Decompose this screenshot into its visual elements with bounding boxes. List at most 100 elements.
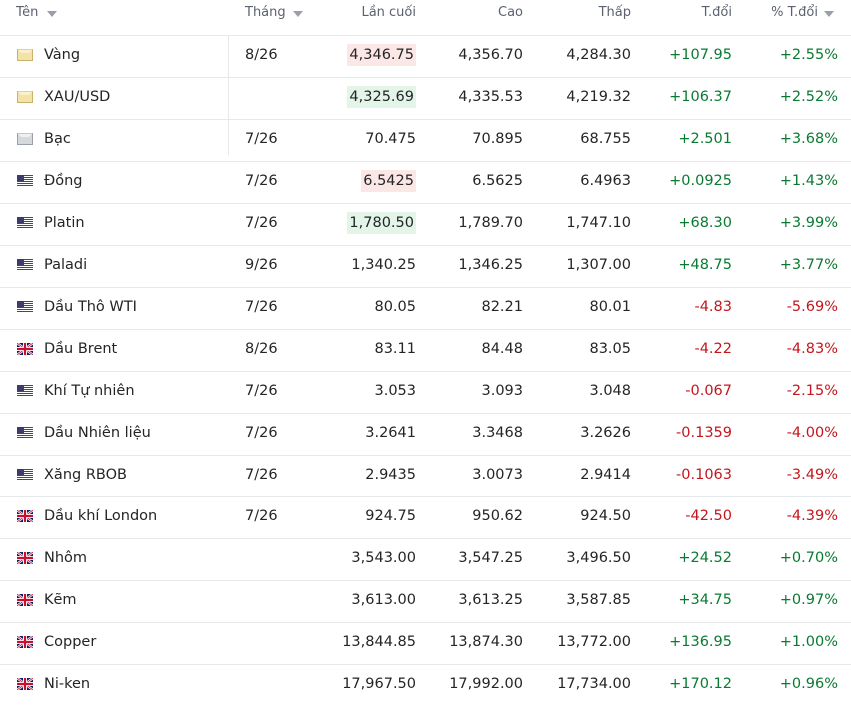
high: 3.0073 xyxy=(472,466,523,483)
change: +34.75 xyxy=(678,592,732,609)
header-last[interactable]: Lần cuối xyxy=(361,5,416,20)
high: 950.62 xyxy=(472,508,523,525)
change: +24.52 xyxy=(678,550,732,567)
row-border xyxy=(0,580,851,623)
flag-part xyxy=(17,183,33,185)
low: 3,587.85 xyxy=(566,592,631,609)
change: -0.067 xyxy=(685,382,732,399)
flag-part xyxy=(17,174,33,176)
instrument-name[interactable]: Vàng xyxy=(44,47,81,63)
row-border xyxy=(0,496,851,539)
flag-part xyxy=(17,176,33,178)
row-border xyxy=(0,328,851,372)
flag-part xyxy=(17,216,24,223)
low: 1,747.10 xyxy=(566,214,631,231)
sort-arrow[interactable] xyxy=(293,11,303,17)
instrument-name[interactable]: Dầu Brent xyxy=(44,340,118,357)
change-pct: +1.00% xyxy=(779,634,838,651)
flag-part xyxy=(17,259,33,261)
flag-part xyxy=(17,263,33,265)
flag-part xyxy=(17,386,33,388)
instrument-name[interactable]: Ni-ken xyxy=(44,676,91,693)
row-border xyxy=(0,118,851,162)
instrument-name[interactable]: Xăng RBOB xyxy=(44,466,127,483)
flag-icon xyxy=(17,678,33,691)
flag-part xyxy=(17,387,33,389)
flag-part xyxy=(17,385,33,387)
last-price: 70.475 xyxy=(365,130,416,147)
instrument-name[interactable]: Copper xyxy=(44,634,97,651)
high: 3,613.25 xyxy=(458,592,523,609)
month: 7/26 xyxy=(245,130,278,147)
last-price: 17,967.50 xyxy=(342,676,416,693)
flag-part xyxy=(17,133,33,137)
flag-part xyxy=(17,226,33,228)
instrument-name[interactable]: Paladi xyxy=(44,256,88,273)
flag-part xyxy=(17,222,33,224)
last-price: 3.2641 xyxy=(365,424,416,441)
change: +0.0925 xyxy=(669,172,732,189)
change-pct: +0.96% xyxy=(779,676,838,693)
instrument-name[interactable]: Đồng xyxy=(44,172,83,189)
row-border xyxy=(0,370,851,414)
low: 3,496.50 xyxy=(566,550,631,567)
low: 83.05 xyxy=(589,340,631,357)
flag-part xyxy=(17,307,33,309)
low: 80.01 xyxy=(589,298,631,315)
flag-part xyxy=(17,478,33,480)
row-border xyxy=(0,622,851,665)
flag-part xyxy=(17,470,33,472)
change: -0.1063 xyxy=(676,466,732,483)
instrument-name[interactable]: XAU/USD xyxy=(44,88,111,105)
flag-part xyxy=(17,471,33,473)
instrument-name[interactable]: Dầu khí London xyxy=(44,508,158,525)
header-change[interactable]: T.đổi xyxy=(701,5,732,20)
last-price: 3.053 xyxy=(374,382,416,399)
header-name[interactable]: Tên xyxy=(16,5,39,20)
sort-arrow[interactable] xyxy=(824,11,834,17)
change-pct: -3.49% xyxy=(786,466,838,483)
flag-part xyxy=(17,468,33,470)
sort-arrow[interactable] xyxy=(47,11,57,17)
instrument-name[interactable]: Platin xyxy=(44,214,85,231)
flag-part xyxy=(17,306,33,308)
flag-part xyxy=(17,391,33,393)
flag-part xyxy=(17,435,33,437)
change: +106.37 xyxy=(669,88,732,105)
flag-icon xyxy=(17,426,33,439)
month: 7/26 xyxy=(245,382,278,399)
flag-part xyxy=(17,182,33,184)
flag-part xyxy=(17,384,33,386)
high: 4,335.53 xyxy=(458,88,523,105)
instrument-name[interactable]: Dầu Nhiên liệu xyxy=(44,424,151,441)
change: -4.22 xyxy=(694,340,732,357)
header-low[interactable]: Thấp xyxy=(598,5,631,20)
flag-part xyxy=(17,430,33,432)
flag-icon xyxy=(17,90,33,103)
instrument-name[interactable]: Nhôm xyxy=(44,550,88,567)
header-month[interactable]: Tháng xyxy=(245,5,286,20)
header-pct[interactable]: % T.đổi xyxy=(771,5,818,20)
flag-part xyxy=(17,431,33,433)
flag-part xyxy=(17,184,33,186)
instrument-name[interactable]: Bạc xyxy=(44,130,71,147)
flag-part xyxy=(17,477,33,479)
instrument-name[interactable]: Khí Tự nhiên xyxy=(44,382,135,399)
flag-part xyxy=(17,217,33,219)
flag-part xyxy=(17,269,33,271)
high: 3,547.25 xyxy=(458,550,523,567)
change-pct: +2.55% xyxy=(779,47,838,63)
change: -4.83 xyxy=(694,298,732,315)
month: 7/26 xyxy=(245,508,278,525)
flag-part xyxy=(17,260,33,262)
flag-part xyxy=(17,224,33,226)
change-pct: +3.77% xyxy=(779,256,838,273)
instrument-name[interactable]: Kẽm xyxy=(44,592,77,609)
header-high[interactable]: Cao xyxy=(498,5,523,20)
last-price: 6.5425 xyxy=(361,169,416,192)
instrument-name[interactable]: Dầu Thô WTI xyxy=(44,298,137,315)
change: +68.30 xyxy=(678,214,732,231)
low: 4,284.30 xyxy=(566,47,631,63)
row-border xyxy=(0,454,851,498)
flag-icon xyxy=(17,258,33,271)
